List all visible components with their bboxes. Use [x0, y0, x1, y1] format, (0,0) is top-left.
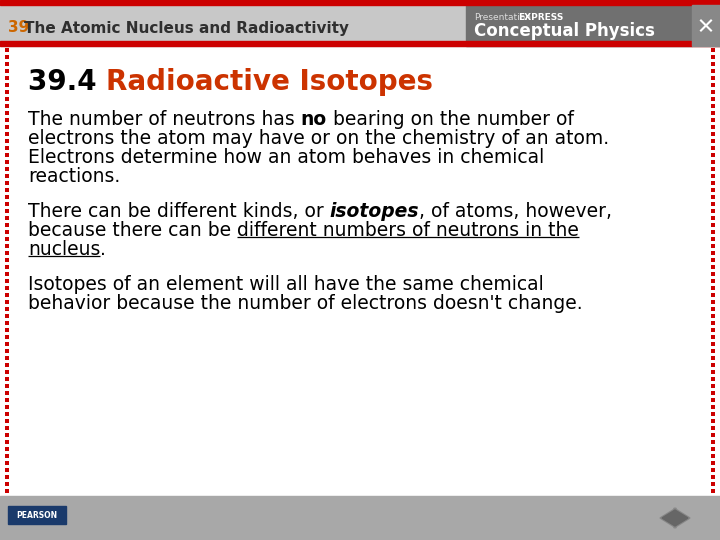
Text: no: no [301, 110, 327, 129]
Text: electrons the atom may have or on the chemistry of an atom.: electrons the atom may have or on the ch… [28, 129, 609, 148]
Text: .: . [100, 240, 107, 259]
Text: There can be different kinds, or: There can be different kinds, or [28, 202, 330, 221]
Text: Conceptual Physics: Conceptual Physics [474, 22, 655, 40]
Text: because there can be: because there can be [28, 221, 237, 240]
Bar [0, 41, 720, 46]
Bar [466, 5, 692, 46]
Text: behavior because the number of electrons doesn't change.: behavior because the number of electrons… [28, 294, 582, 313]
Text: , of atoms, however,: , of atoms, however, [419, 202, 612, 221]
Bar [0, 0, 720, 5]
Text: isotopes: isotopes [330, 202, 419, 221]
Bar [8, 506, 66, 524]
Bar [0, 496, 720, 540]
Bar [0, 0, 720, 46]
Text: Isotopes of an element will all have the same chemical: Isotopes of an element will all have the… [28, 275, 544, 294]
Bar [0, 46, 720, 496]
Text: reactions.: reactions. [28, 167, 120, 186]
Polygon shape [660, 508, 676, 528]
Text: 39: 39 [8, 21, 35, 36]
Polygon shape [662, 510, 675, 526]
Text: nucleus: nucleus [28, 240, 100, 259]
Polygon shape [674, 508, 690, 528]
Text: EXPRESS: EXPRESS [518, 13, 563, 22]
Polygon shape [675, 510, 688, 526]
Text: Presentation: Presentation [474, 13, 531, 22]
Bar [692, 5, 720, 46]
Text: different numbers of neutrons in the: different numbers of neutrons in the [237, 221, 579, 240]
Text: PEARSON: PEARSON [17, 510, 58, 519]
Text: Electrons determine how an atom behaves in chemical: Electrons determine how an atom behaves … [28, 148, 544, 167]
Text: 39.4: 39.4 [28, 68, 107, 96]
Text: Radioactive Isotopes: Radioactive Isotopes [107, 68, 433, 96]
Text: The number of neutrons has: The number of neutrons has [28, 110, 301, 129]
Text: bearing on the number of: bearing on the number of [327, 110, 574, 129]
Text: The Atomic Nucleus and Radioactivity: The Atomic Nucleus and Radioactivity [24, 21, 349, 36]
